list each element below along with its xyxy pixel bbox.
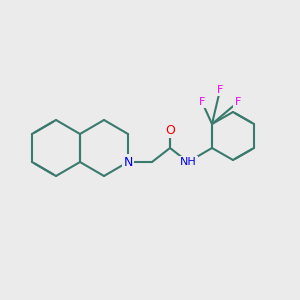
- Text: O: O: [165, 124, 175, 136]
- Text: F: F: [235, 97, 241, 107]
- Text: F: F: [199, 97, 205, 107]
- Text: F: F: [217, 85, 223, 95]
- Text: N: N: [123, 155, 133, 169]
- Text: NH: NH: [180, 157, 196, 167]
